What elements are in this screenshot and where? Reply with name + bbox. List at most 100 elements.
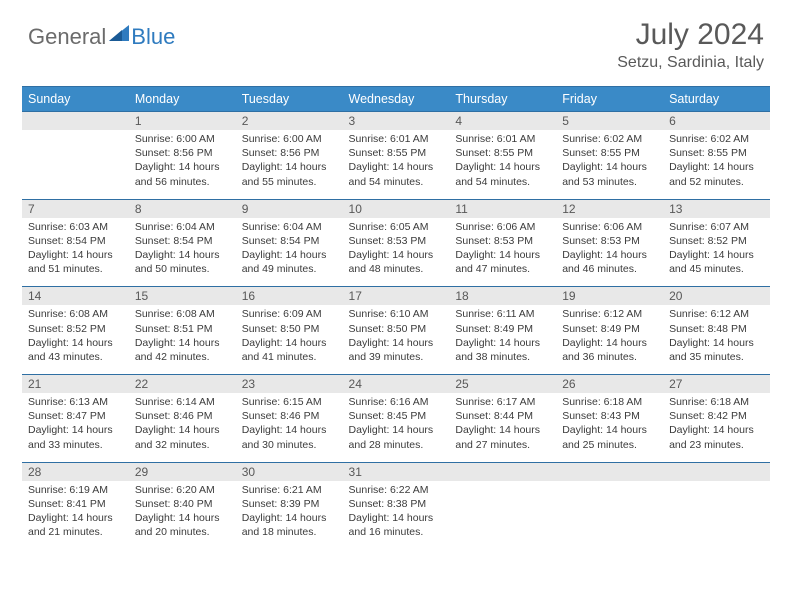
day-detail-cell xyxy=(449,481,556,550)
sunrise-text: Sunrise: 6:10 AM xyxy=(349,307,444,321)
sunrise-text: Sunrise: 6:06 AM xyxy=(455,220,550,234)
sunset-text: Sunset: 8:41 PM xyxy=(28,497,123,511)
sunrise-text: Sunrise: 6:13 AM xyxy=(28,395,123,409)
day-number-cell: 22 xyxy=(129,375,236,394)
day-number-cell: 26 xyxy=(556,375,663,394)
sunset-text: Sunset: 8:55 PM xyxy=(669,146,764,160)
day-detail-row: Sunrise: 6:13 AMSunset: 8:47 PMDaylight:… xyxy=(22,393,770,462)
sunrise-text: Sunrise: 6:07 AM xyxy=(669,220,764,234)
daylight-text: Daylight: 14 hours and 30 minutes. xyxy=(242,423,337,451)
day-number-cell: 5 xyxy=(556,112,663,131)
sunrise-text: Sunrise: 6:02 AM xyxy=(562,132,657,146)
daylight-text: Daylight: 14 hours and 55 minutes. xyxy=(242,160,337,188)
daylight-text: Daylight: 14 hours and 28 minutes. xyxy=(349,423,444,451)
day-detail-cell: Sunrise: 6:18 AMSunset: 8:43 PMDaylight:… xyxy=(556,393,663,462)
daylight-text: Daylight: 14 hours and 45 minutes. xyxy=(669,248,764,276)
daylight-text: Daylight: 14 hours and 36 minutes. xyxy=(562,336,657,364)
daylight-text: Daylight: 14 hours and 23 minutes. xyxy=(669,423,764,451)
daylight-text: Daylight: 14 hours and 18 minutes. xyxy=(242,511,337,539)
calendar-body: 123456Sunrise: 6:00 AMSunset: 8:56 PMDay… xyxy=(22,112,770,550)
sunrise-text: Sunrise: 6:08 AM xyxy=(135,307,230,321)
sunrise-text: Sunrise: 6:17 AM xyxy=(455,395,550,409)
day-detail-cell: Sunrise: 6:01 AMSunset: 8:55 PMDaylight:… xyxy=(343,130,450,199)
daylight-text: Daylight: 14 hours and 47 minutes. xyxy=(455,248,550,276)
day-detail-cell: Sunrise: 6:00 AMSunset: 8:56 PMDaylight:… xyxy=(129,130,236,199)
sunrise-text: Sunrise: 6:01 AM xyxy=(455,132,550,146)
day-number-cell: 27 xyxy=(663,375,770,394)
day-number-cell: 3 xyxy=(343,112,450,131)
page-header: General Blue July 2024 Setzu, Sardinia, … xyxy=(0,0,792,78)
day-number-cell xyxy=(22,112,129,131)
sunset-text: Sunset: 8:50 PM xyxy=(242,322,337,336)
sunrise-text: Sunrise: 6:08 AM xyxy=(28,307,123,321)
daylight-text: Daylight: 14 hours and 43 minutes. xyxy=(28,336,123,364)
daylight-text: Daylight: 14 hours and 53 minutes. xyxy=(562,160,657,188)
daylight-text: Daylight: 14 hours and 54 minutes. xyxy=(349,160,444,188)
day-number-cell xyxy=(556,462,663,481)
day-detail-cell: Sunrise: 6:10 AMSunset: 8:50 PMDaylight:… xyxy=(343,305,450,374)
day-number-cell: 29 xyxy=(129,462,236,481)
title-block: July 2024 Setzu, Sardinia, Italy xyxy=(617,18,764,72)
daylight-text: Daylight: 14 hours and 27 minutes. xyxy=(455,423,550,451)
daylight-text: Daylight: 14 hours and 54 minutes. xyxy=(455,160,550,188)
sunset-text: Sunset: 8:46 PM xyxy=(242,409,337,423)
day-number-cell: 1 xyxy=(129,112,236,131)
sunrise-text: Sunrise: 6:12 AM xyxy=(669,307,764,321)
day-detail-cell: Sunrise: 6:15 AMSunset: 8:46 PMDaylight:… xyxy=(236,393,343,462)
day-number-cell: 4 xyxy=(449,112,556,131)
day-detail-cell: Sunrise: 6:08 AMSunset: 8:52 PMDaylight:… xyxy=(22,305,129,374)
day-detail-cell: Sunrise: 6:09 AMSunset: 8:50 PMDaylight:… xyxy=(236,305,343,374)
daylight-text: Daylight: 14 hours and 51 minutes. xyxy=(28,248,123,276)
day-detail-cell: Sunrise: 6:00 AMSunset: 8:56 PMDaylight:… xyxy=(236,130,343,199)
sunset-text: Sunset: 8:53 PM xyxy=(349,234,444,248)
day-number-cell: 8 xyxy=(129,199,236,218)
month-title: July 2024 xyxy=(617,18,764,52)
day-number-cell: 25 xyxy=(449,375,556,394)
sunrise-text: Sunrise: 6:18 AM xyxy=(562,395,657,409)
sunset-text: Sunset: 8:38 PM xyxy=(349,497,444,511)
sunrise-text: Sunrise: 6:03 AM xyxy=(28,220,123,234)
dow-thursday: Thursday xyxy=(449,87,556,112)
daylight-text: Daylight: 14 hours and 50 minutes. xyxy=(135,248,230,276)
daylight-text: Daylight: 14 hours and 21 minutes. xyxy=(28,511,123,539)
day-detail-cell: Sunrise: 6:14 AMSunset: 8:46 PMDaylight:… xyxy=(129,393,236,462)
calendar-table: Sunday Monday Tuesday Wednesday Thursday… xyxy=(22,86,770,549)
sunset-text: Sunset: 8:42 PM xyxy=(669,409,764,423)
location-label: Setzu, Sardinia, Italy xyxy=(617,54,764,72)
sunset-text: Sunset: 8:54 PM xyxy=(242,234,337,248)
day-detail-cell: Sunrise: 6:13 AMSunset: 8:47 PMDaylight:… xyxy=(22,393,129,462)
day-number-cell: 9 xyxy=(236,199,343,218)
daylight-text: Daylight: 14 hours and 42 minutes. xyxy=(135,336,230,364)
sunrise-text: Sunrise: 6:11 AM xyxy=(455,307,550,321)
sunrise-text: Sunrise: 6:21 AM xyxy=(242,483,337,497)
daylight-text: Daylight: 14 hours and 25 minutes. xyxy=(562,423,657,451)
day-number-cell: 16 xyxy=(236,287,343,306)
sunset-text: Sunset: 8:44 PM xyxy=(455,409,550,423)
daylight-text: Daylight: 14 hours and 32 minutes. xyxy=(135,423,230,451)
sunset-text: Sunset: 8:43 PM xyxy=(562,409,657,423)
sunset-text: Sunset: 8:48 PM xyxy=(669,322,764,336)
daylight-text: Daylight: 14 hours and 16 minutes. xyxy=(349,511,444,539)
sunrise-text: Sunrise: 6:04 AM xyxy=(242,220,337,234)
sunset-text: Sunset: 8:52 PM xyxy=(28,322,123,336)
day-detail-cell: Sunrise: 6:16 AMSunset: 8:45 PMDaylight:… xyxy=(343,393,450,462)
sunrise-text: Sunrise: 6:05 AM xyxy=(349,220,444,234)
dow-monday: Monday xyxy=(129,87,236,112)
day-number-cell: 21 xyxy=(22,375,129,394)
day-number-cell xyxy=(663,462,770,481)
sunset-text: Sunset: 8:55 PM xyxy=(455,146,550,160)
daylight-text: Daylight: 14 hours and 39 minutes. xyxy=(349,336,444,364)
dow-tuesday: Tuesday xyxy=(236,87,343,112)
sunset-text: Sunset: 8:40 PM xyxy=(135,497,230,511)
day-number-cell: 10 xyxy=(343,199,450,218)
sunset-text: Sunset: 8:52 PM xyxy=(669,234,764,248)
sunset-text: Sunset: 8:56 PM xyxy=(135,146,230,160)
sunset-text: Sunset: 8:45 PM xyxy=(349,409,444,423)
day-number-cell: 28 xyxy=(22,462,129,481)
logo-triangle-icon xyxy=(109,25,129,41)
day-number-cell: 19 xyxy=(556,287,663,306)
day-detail-cell: Sunrise: 6:05 AMSunset: 8:53 PMDaylight:… xyxy=(343,218,450,287)
sunrise-text: Sunrise: 6:00 AM xyxy=(135,132,230,146)
day-number-row: 28293031 xyxy=(22,462,770,481)
daylight-text: Daylight: 14 hours and 33 minutes. xyxy=(28,423,123,451)
